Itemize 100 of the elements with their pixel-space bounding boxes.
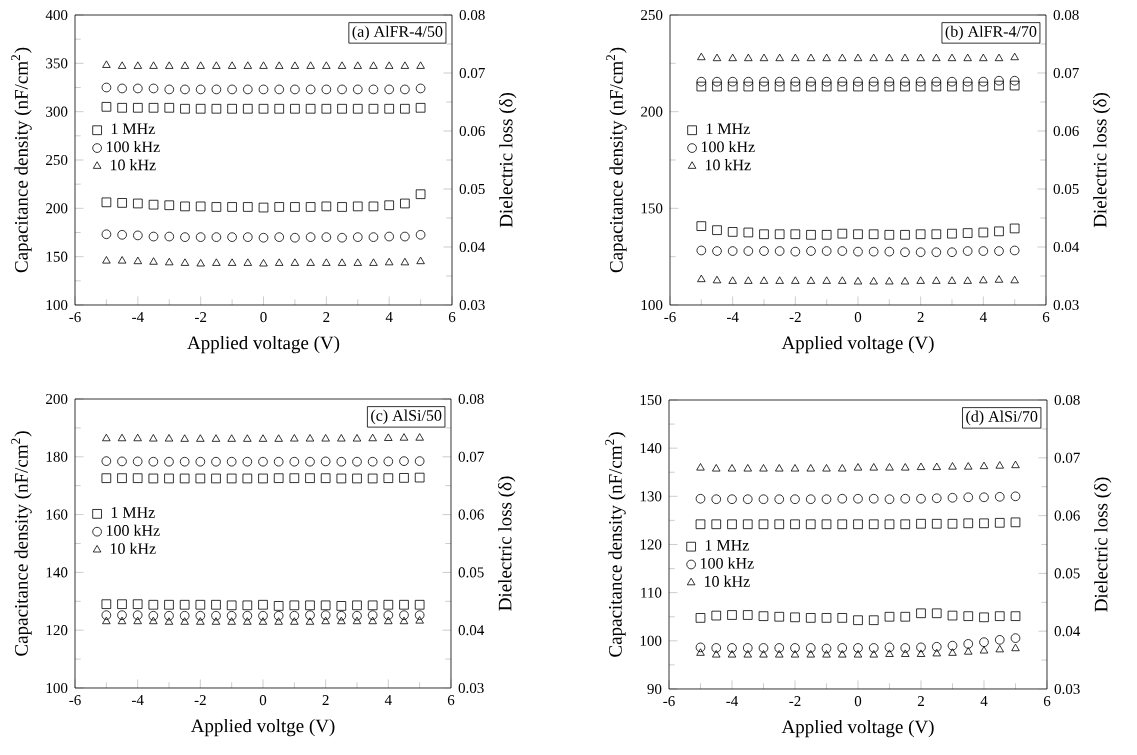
point bbox=[853, 615, 863, 626]
point bbox=[180, 103, 190, 114]
x-tick-label: -4 bbox=[132, 312, 144, 322]
point bbox=[838, 650, 847, 658]
legend-label: 10 kHz bbox=[110, 542, 156, 555]
point bbox=[337, 232, 347, 243]
point bbox=[195, 84, 206, 95]
point bbox=[368, 232, 379, 242]
point bbox=[916, 649, 926, 657]
point bbox=[995, 461, 1004, 469]
point bbox=[790, 519, 800, 530]
point bbox=[243, 434, 252, 442]
point bbox=[352, 456, 362, 467]
point bbox=[415, 189, 426, 200]
y-tick-label: 150 bbox=[46, 251, 68, 262]
point bbox=[165, 61, 174, 69]
y2-axis-title: Dielectric loss (δ) bbox=[1094, 477, 1112, 612]
point bbox=[258, 473, 268, 484]
point bbox=[133, 61, 143, 69]
point bbox=[211, 434, 221, 442]
point bbox=[821, 519, 832, 530]
point bbox=[164, 102, 175, 113]
point bbox=[306, 258, 315, 266]
x-axis-title: Applied voltage (V) bbox=[781, 719, 934, 738]
point bbox=[149, 257, 158, 265]
point bbox=[790, 650, 800, 658]
point bbox=[414, 472, 425, 483]
y-tick-label: 250 bbox=[641, 9, 663, 21]
point bbox=[900, 493, 911, 504]
point bbox=[1010, 633, 1021, 643]
point bbox=[101, 229, 112, 240]
point bbox=[868, 615, 879, 626]
point bbox=[243, 202, 253, 212]
point bbox=[384, 433, 393, 441]
x-tick-label: -6 bbox=[69, 695, 81, 706]
point bbox=[885, 649, 894, 657]
point bbox=[289, 456, 300, 467]
y-tick-label: 150 bbox=[641, 203, 663, 214]
point bbox=[821, 613, 832, 623]
point bbox=[695, 613, 706, 623]
point bbox=[383, 456, 394, 467]
point bbox=[884, 519, 895, 530]
point bbox=[352, 434, 362, 442]
point bbox=[400, 257, 410, 266]
point bbox=[195, 232, 206, 242]
point bbox=[743, 650, 752, 658]
x-tick-label: 0 bbox=[260, 312, 267, 323]
point bbox=[165, 257, 174, 266]
y-axis-title: Capacitance density (nF/cm$^{2}$) bbox=[605, 432, 626, 657]
point bbox=[258, 456, 268, 467]
point bbox=[774, 643, 785, 653]
annotation: (b) AlFR-4/70 bbox=[945, 25, 1037, 41]
point bbox=[964, 462, 973, 470]
point bbox=[979, 612, 989, 623]
annotation: (c) AlSi/50 bbox=[371, 409, 442, 425]
point bbox=[337, 61, 347, 69]
point bbox=[369, 61, 378, 69]
point bbox=[227, 61, 237, 69]
point bbox=[305, 456, 315, 467]
point bbox=[415, 433, 424, 441]
point bbox=[790, 643, 800, 653]
point bbox=[211, 202, 222, 212]
y-tick-label: 100 bbox=[46, 682, 68, 694]
point bbox=[695, 519, 706, 530]
point bbox=[900, 519, 911, 530]
point bbox=[415, 230, 426, 240]
x-tick-label: 6 bbox=[1042, 312, 1050, 323]
point bbox=[322, 61, 331, 69]
point bbox=[305, 232, 316, 242]
y2-tick-label: 0.07 bbox=[459, 67, 485, 79]
point bbox=[416, 256, 425, 265]
point bbox=[853, 463, 863, 471]
point bbox=[352, 201, 363, 212]
point bbox=[931, 641, 942, 652]
point bbox=[274, 434, 283, 442]
point bbox=[164, 84, 175, 95]
point bbox=[133, 433, 142, 442]
point bbox=[963, 611, 974, 621]
point bbox=[743, 464, 752, 472]
y2-tick-label: 0.03 bbox=[458, 682, 484, 694]
point bbox=[963, 639, 974, 649]
point bbox=[337, 103, 347, 114]
y-tick-label: 120 bbox=[46, 625, 68, 636]
point bbox=[742, 494, 753, 505]
point bbox=[243, 232, 253, 242]
point bbox=[321, 232, 332, 242]
point bbox=[695, 642, 706, 653]
legend-label: 10 kHz bbox=[110, 159, 156, 171]
point bbox=[117, 198, 127, 208]
y2-tick-label: 0.07 bbox=[1053, 67, 1079, 79]
point bbox=[805, 494, 816, 505]
point bbox=[321, 434, 330, 442]
point bbox=[368, 201, 379, 212]
point bbox=[195, 201, 206, 212]
point bbox=[196, 259, 205, 267]
point bbox=[367, 456, 378, 467]
point bbox=[931, 518, 942, 529]
point bbox=[727, 643, 737, 653]
point bbox=[400, 231, 410, 242]
point bbox=[305, 434, 315, 442]
